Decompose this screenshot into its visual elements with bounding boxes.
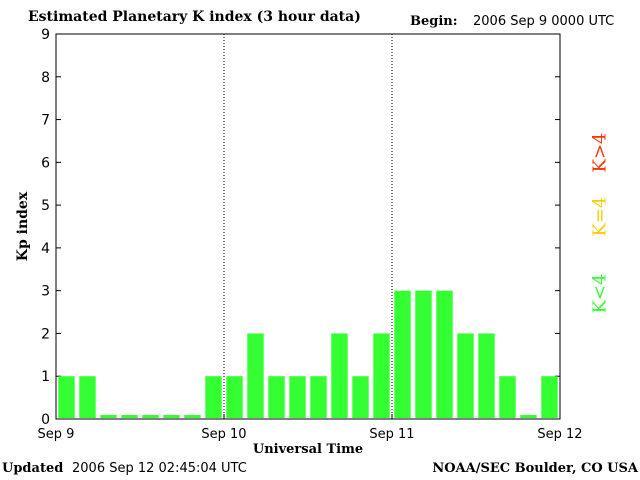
y-tick-label: 1 xyxy=(41,369,50,385)
kp-bar xyxy=(268,376,285,418)
y-tick-label: 9 xyxy=(41,27,50,43)
kp-bar xyxy=(541,376,558,418)
kp-bar xyxy=(79,376,96,418)
legend-k-greater-4: K>4 xyxy=(589,132,611,172)
legend-k-equal-4: K=4 xyxy=(589,196,611,236)
y-tick-label: 4 xyxy=(41,241,50,257)
x-tick-label: Sep 11 xyxy=(369,427,414,442)
y-tick-label: 8 xyxy=(41,70,50,86)
kp-bar xyxy=(58,376,75,418)
kp-bar xyxy=(394,290,411,418)
kp-bar xyxy=(289,376,306,418)
kp-bar xyxy=(331,333,348,418)
kp-bar xyxy=(457,333,474,418)
kp-bar xyxy=(142,415,159,418)
x-tick-label: Sep 10 xyxy=(201,427,246,442)
x-axis-label: Universal Time xyxy=(253,442,363,457)
source-credit: NOAA/SEC Boulder, CO USA xyxy=(432,461,638,476)
y-tick-label: 2 xyxy=(41,326,50,342)
kp-bar xyxy=(478,333,495,418)
plot-frame xyxy=(55,33,561,420)
kp-bar xyxy=(310,376,327,418)
y-tick-label: 6 xyxy=(41,155,50,171)
begin-value: 2006 Sep 9 0000 UTC xyxy=(473,14,615,29)
kp-bar xyxy=(163,415,180,418)
kp-bar xyxy=(100,415,117,418)
updated-label: Updated xyxy=(2,461,64,476)
y-tick-label: 3 xyxy=(41,284,50,300)
kp-bar xyxy=(520,415,537,418)
y-tick-label: 7 xyxy=(41,113,50,129)
kp-bar xyxy=(226,376,243,418)
legend-k-less-4: K<4 xyxy=(589,273,611,313)
kp-bar xyxy=(499,376,516,418)
x-tick-label: Sep 12 xyxy=(537,427,582,442)
kp-bar xyxy=(205,376,222,418)
begin-label: Begin: xyxy=(410,14,458,29)
kp-bar xyxy=(121,415,138,418)
y-axis-label: Kp index xyxy=(15,191,31,261)
kp-bar xyxy=(415,290,432,418)
y-tick-label: 0 xyxy=(41,412,50,428)
kp-bar xyxy=(436,290,453,418)
x-tick-label: Sep 9 xyxy=(38,427,75,442)
kp-bar xyxy=(184,415,201,418)
updated-value: 2006 Sep 12 02:45:04 UTC xyxy=(72,461,247,476)
chart-title: Estimated Planetary K index (3 hour data… xyxy=(28,9,361,25)
kp-bar xyxy=(247,333,264,418)
kp-bar xyxy=(373,333,390,418)
kp-bar xyxy=(352,376,369,418)
y-tick-label: 5 xyxy=(41,198,50,214)
